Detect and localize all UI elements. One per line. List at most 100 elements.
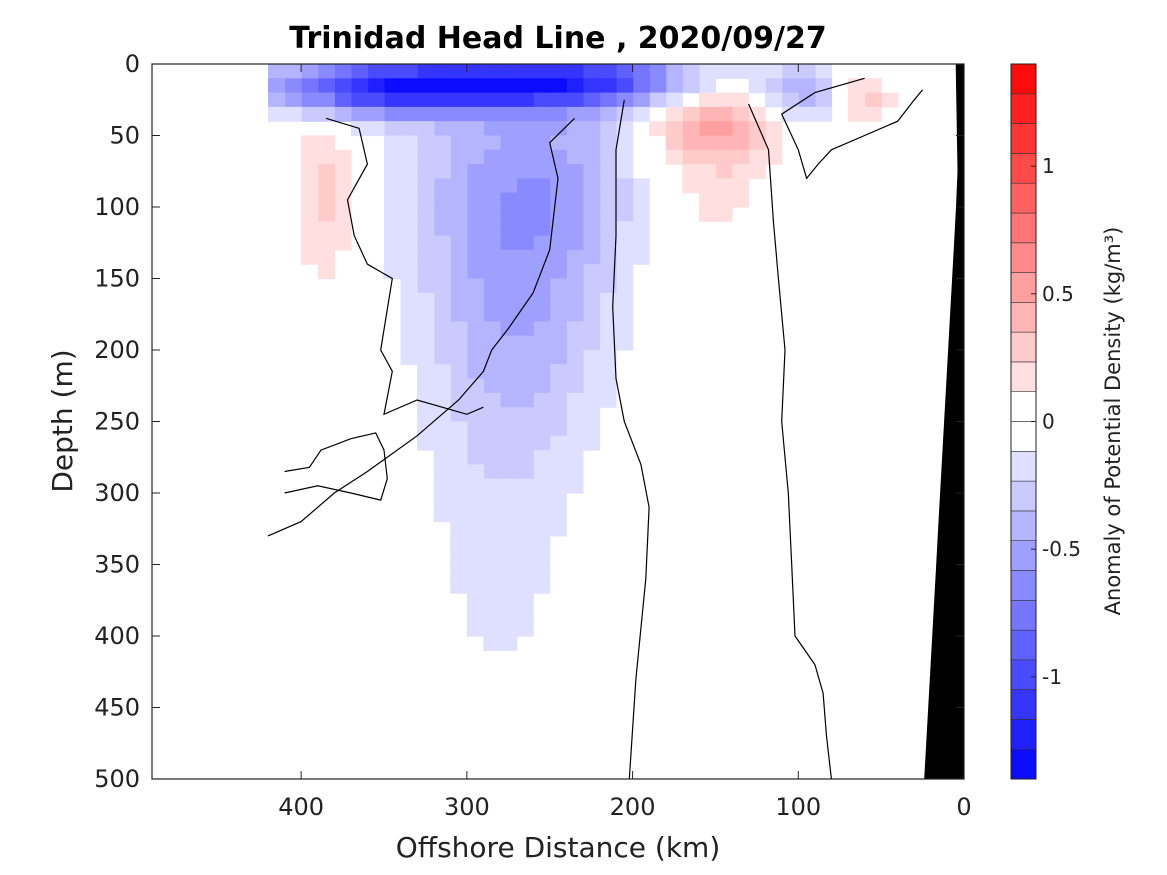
y-tick-label: 200 xyxy=(94,336,140,364)
heatmap-cell xyxy=(417,235,435,251)
heatmap-cell xyxy=(549,249,567,265)
heatmap-cell xyxy=(566,321,584,337)
heatmap-cell xyxy=(417,178,435,194)
heatmap-cell xyxy=(566,235,584,251)
heatmap-cell xyxy=(582,407,601,423)
heatmap-cell xyxy=(466,164,485,179)
heatmap-cell xyxy=(632,207,650,222)
heatmap-cell xyxy=(317,235,335,251)
y-tick-label: 50 xyxy=(109,122,140,150)
heatmap-cell xyxy=(566,364,584,380)
heatmap-cell xyxy=(500,521,518,537)
heatmap-cell xyxy=(781,64,799,79)
heatmap-cell xyxy=(732,135,750,151)
heatmap-cell xyxy=(400,307,418,322)
heatmap-cell xyxy=(616,278,634,294)
heatmap-cell xyxy=(533,407,551,423)
heatmap-cell xyxy=(301,106,319,122)
heatmap-cell xyxy=(483,478,501,494)
heatmap-cell xyxy=(483,607,501,623)
heatmap-cell xyxy=(599,192,617,208)
zero-contour-line xyxy=(612,99,650,780)
heatmap-cell xyxy=(466,92,485,108)
heatmap-cell xyxy=(433,292,451,308)
heatmap-cell xyxy=(417,78,435,94)
colorbar: -1 -0.5 0 0.5 1 xyxy=(1010,63,1081,780)
heatmap-cell xyxy=(483,178,501,194)
heatmap-cell xyxy=(732,192,750,208)
heatmap-cell xyxy=(582,164,601,179)
heatmap-cell xyxy=(533,564,551,580)
heatmap-cell xyxy=(466,178,485,194)
heatmap-cell xyxy=(582,350,601,365)
heatmap-cell xyxy=(466,278,485,294)
heatmap-cell xyxy=(500,450,518,465)
heatmap-cell xyxy=(433,392,451,408)
colorbar-segment xyxy=(1010,93,1037,124)
heatmap-cell xyxy=(698,78,717,94)
heatmap-cell xyxy=(566,121,584,137)
heatmap-cell xyxy=(450,521,468,537)
heatmap-cell xyxy=(317,149,335,165)
heatmap-cell xyxy=(317,78,335,94)
heatmap-cell xyxy=(732,149,750,165)
heatmap-cell xyxy=(566,264,584,280)
heatmap-cell xyxy=(334,207,352,222)
heatmap-cell xyxy=(417,164,435,179)
heatmap-cell xyxy=(732,92,750,108)
heatmap-cell xyxy=(582,321,601,337)
heatmap-cell xyxy=(516,392,534,408)
heatmap-cell xyxy=(582,378,601,394)
heatmap-cell xyxy=(433,192,451,208)
heatmap-cell xyxy=(483,149,501,165)
heatmap-cell xyxy=(616,149,634,165)
heatmap-cell xyxy=(466,478,485,494)
heatmap-cell xyxy=(516,78,534,94)
heatmap-cell xyxy=(450,350,468,365)
heatmap-cell xyxy=(616,64,634,79)
heatmap-cell xyxy=(433,421,451,437)
heatmap-cell xyxy=(682,178,700,194)
heatmap-cell xyxy=(549,364,567,380)
heatmap-cell xyxy=(500,178,518,194)
heatmap-cell xyxy=(450,507,468,523)
heatmap-field xyxy=(268,64,899,651)
heatmap-cell xyxy=(582,307,601,322)
heatmap-cell xyxy=(599,249,617,265)
zero-contour-line xyxy=(325,117,484,416)
heatmap-cell xyxy=(500,149,518,165)
heatmap-cell xyxy=(466,149,485,165)
heatmap-cell xyxy=(732,164,750,179)
heatmap-cell xyxy=(500,350,518,365)
heatmap-cell xyxy=(466,78,485,94)
heatmap-cell xyxy=(748,106,766,122)
heatmap-cell xyxy=(848,106,866,122)
heatmap-cell xyxy=(433,221,451,237)
heatmap-cell xyxy=(466,607,485,623)
heatmap-cell xyxy=(549,178,567,194)
heatmap-cell xyxy=(334,106,352,122)
heatmap-cell xyxy=(450,164,468,179)
heatmap-cell xyxy=(483,535,501,551)
heatmap-cell xyxy=(582,221,601,237)
heatmap-cell xyxy=(400,121,418,137)
heatmap-cell xyxy=(466,321,485,337)
heatmap-cell xyxy=(450,121,468,137)
heatmap-cell xyxy=(367,92,385,108)
heatmap-cell xyxy=(384,235,402,251)
heatmap-cell xyxy=(616,78,634,94)
heatmap-cell xyxy=(450,407,468,423)
heatmap-cell xyxy=(450,64,468,79)
heatmap-cell xyxy=(301,207,319,222)
y-tick-label: 0 xyxy=(125,50,140,78)
heatmap-cell xyxy=(500,421,518,437)
heatmap-cell xyxy=(599,364,617,380)
zero-contour-line xyxy=(780,77,924,180)
heatmap-cell xyxy=(384,121,402,137)
heatmap-cell xyxy=(466,106,485,122)
heatmap-cell xyxy=(798,92,816,108)
heatmap-cell xyxy=(450,378,468,394)
heatmap-cell xyxy=(549,78,567,94)
heatmap-cell xyxy=(450,264,468,280)
heatmap-cell xyxy=(533,192,551,208)
